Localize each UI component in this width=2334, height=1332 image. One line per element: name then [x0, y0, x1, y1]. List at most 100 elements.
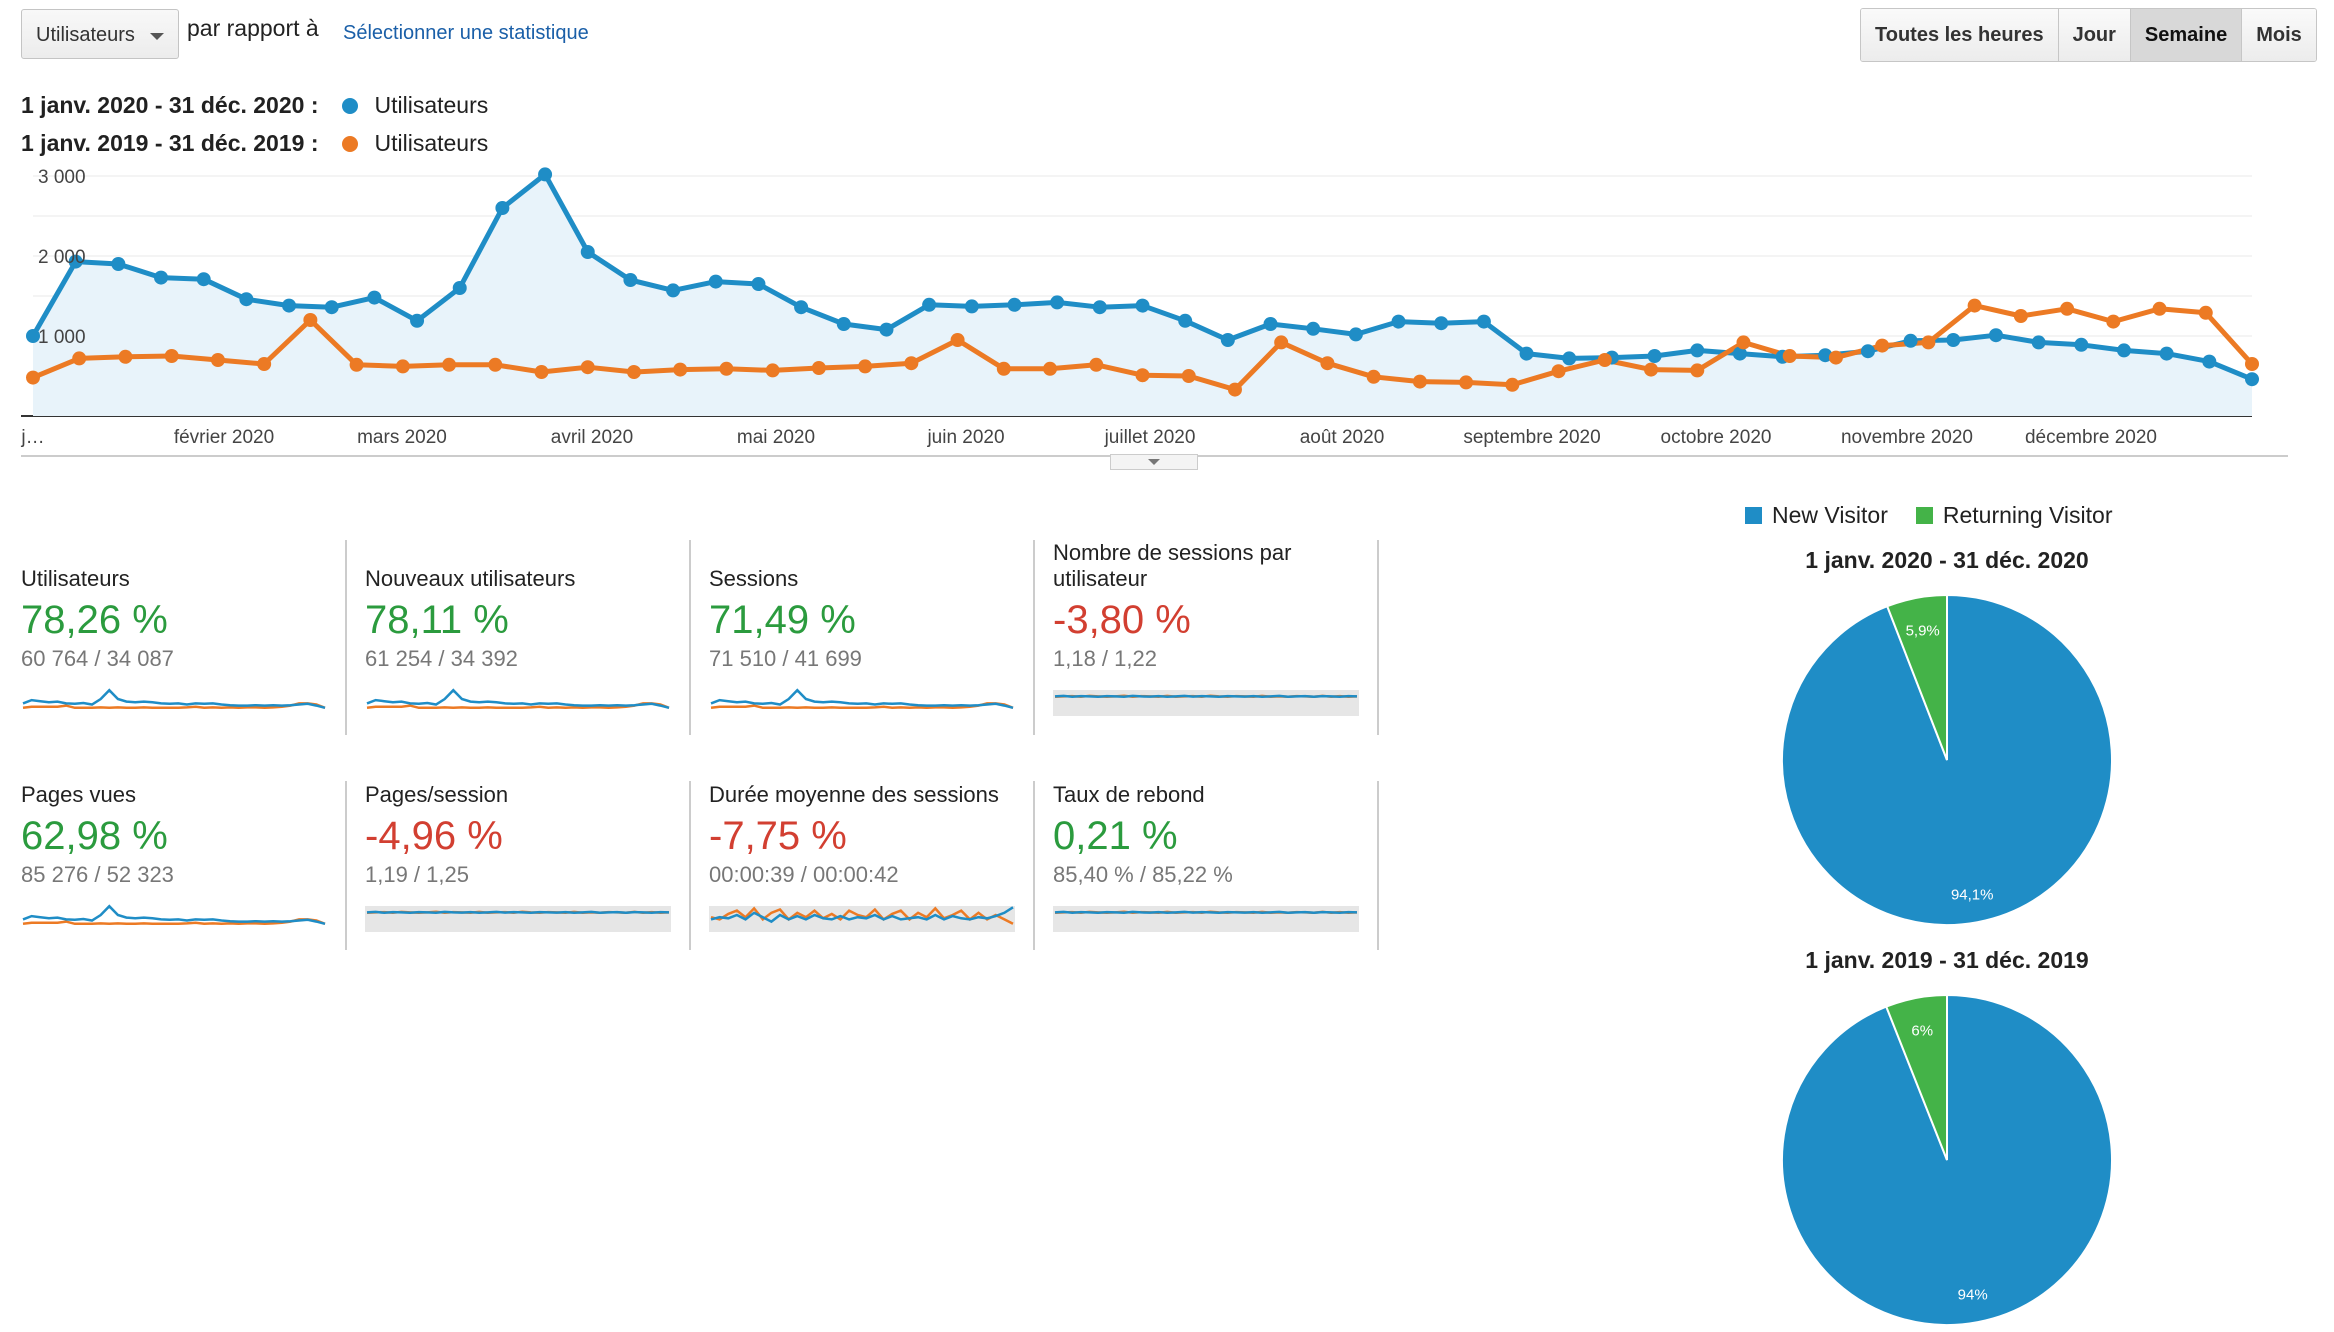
chart-expand-handle[interactable]	[1110, 454, 1198, 470]
metric-name: Nombre de sessions par utilisateur	[1053, 540, 1292, 591]
metric-tile[interactable]: Sessions 71,49 % 71 510 / 41 699	[709, 550, 1029, 720]
data-point-2020	[1647, 349, 1662, 363]
data-point-2019	[488, 357, 503, 372]
data-point-2020	[623, 273, 638, 287]
pie-chart-2020[interactable]: 94,1% 5,9%	[1777, 590, 2117, 930]
metric-select[interactable]: Utilisateurs	[21, 9, 179, 59]
data-point-2019	[1644, 362, 1659, 377]
data-point-2019	[626, 365, 641, 379]
pie-chart-2019[interactable]: 94% 6%	[1777, 990, 2117, 1330]
tile-divider	[1377, 540, 1379, 735]
sparkline-current	[22, 904, 326, 926]
data-point-2020	[1519, 346, 1534, 361]
legend-dot-blue	[342, 97, 359, 114]
metric-tile[interactable]: Utilisateurs 78,26 % 60 764 / 34 087	[21, 550, 341, 720]
x-tick-label: août 2020	[1300, 427, 1385, 448]
legend-swatch-new	[1745, 507, 1762, 524]
metric-name: Pages/session	[365, 782, 509, 807]
x-tick-label: mai 2020	[737, 427, 815, 448]
metric-tile[interactable]: Durée moyenne des sessions -7,75 % 00:00:3…	[709, 766, 1029, 936]
metric-values: 1,18 / 1,22	[1053, 646, 1157, 671]
x-tick-label: juin 2020	[926, 427, 1004, 448]
metric-percent-change: 62,98 %	[21, 814, 168, 858]
data-point-2020	[1007, 297, 1022, 312]
pie-slice-label: 5,9%	[1906, 622, 1940, 639]
period-hourly-button[interactable]: Toutes les heures	[1861, 9, 2059, 61]
metric-select-value: Utilisateurs	[36, 24, 135, 46]
metric-percent-change: -7,75 %	[709, 814, 847, 858]
sparkline-previous	[22, 918, 326, 926]
metric-tile[interactable]: Pages vues 62,98 % 85 276 / 52 323	[21, 766, 341, 936]
data-point-2020	[1135, 298, 1150, 313]
data-point-2019	[349, 357, 364, 372]
data-point-2019	[1459, 375, 1474, 390]
data-point-2020	[1220, 333, 1235, 347]
data-point-2019	[1921, 335, 1936, 350]
metric-name: Sessions	[709, 566, 799, 591]
sparkline-previous	[366, 702, 670, 710]
metric-name: Nouveaux utilisateurs	[365, 566, 576, 591]
data-point-2020	[26, 329, 40, 343]
data-point-2019	[1828, 350, 1843, 365]
sparkline-current	[366, 910, 670, 915]
data-point-2020	[196, 272, 211, 287]
data-point-2020	[964, 299, 979, 314]
data-point-2020	[239, 292, 254, 307]
sparkline-previous	[710, 702, 1014, 710]
data-point-2019	[1043, 361, 1058, 376]
pie-slice-returning-visitor	[1884, 993, 1948, 1161]
data-point-2019	[1181, 369, 1196, 383]
legend-range: 1 janv. 2019 - 31 déc. 2019 :	[21, 130, 319, 156]
select-statistic-link[interactable]: Sélectionner une statistique	[343, 22, 589, 44]
y-tick-label: 1 000	[38, 327, 86, 348]
pie-legend: New Visitor Returning Visitor	[1745, 502, 2113, 529]
sparkline-current	[366, 688, 670, 710]
metric-tile[interactable]: Nouveaux utilisateurs 78,11 % 61 254 / 34 …	[365, 550, 685, 720]
data-point-2019	[118, 349, 133, 364]
x-tick-label: décembre 2020	[2025, 427, 2157, 448]
pie-slice-returning-visitor	[1885, 593, 1948, 761]
metric-sparkline	[22, 904, 326, 926]
data-point-2019	[534, 365, 549, 379]
metric-name: Utilisateurs	[21, 566, 130, 591]
data-point-2020	[1946, 333, 1961, 347]
metric-tile[interactable]: Pages/session -4,96 % 1,19 / 1,25	[365, 766, 685, 936]
metric-tile[interactable]: Nombre de sessions par utilisateur -3,80 …	[1053, 540, 1373, 720]
metric-values: 85 276 / 52 323	[21, 862, 174, 887]
data-point-2020	[1050, 295, 1065, 310]
data-point-2020	[2074, 337, 2089, 352]
data-point-2019	[1875, 338, 1890, 353]
sparkline-current	[1054, 694, 1358, 699]
data-point-2020	[538, 167, 553, 182]
data-point-2020	[1690, 343, 1705, 358]
period-week-button[interactable]: Semaine	[2130, 9, 2243, 61]
x-tick-label: octobre 2020	[1661, 427, 1772, 448]
data-point-2019	[2106, 314, 2121, 329]
tile-divider	[689, 781, 691, 950]
compare-label: par rapport à	[187, 15, 319, 41]
data-point-2019	[996, 361, 1011, 376]
metric-values: 61 254 / 34 392	[365, 646, 518, 671]
sparkline-current	[710, 906, 1014, 924]
data-point-2020	[879, 322, 894, 337]
chevron-down-icon	[150, 33, 164, 40]
data-point-2019	[1089, 357, 1104, 372]
data-point-2020	[1434, 316, 1449, 331]
data-point-2020	[666, 283, 681, 298]
data-point-2019	[1274, 335, 1289, 350]
main-line-chart[interactable]: 3 000 2 000 1 000 j… février 2020 mars 2020 a…	[0, 160, 2334, 480]
pie-slice-label: 6%	[1911, 1022, 1933, 1039]
period-month-button[interactable]: Mois	[2242, 9, 2316, 61]
data-point-2019	[1505, 377, 1520, 392]
period-day-button[interactable]: Jour	[2058, 9, 2131, 61]
metric-percent-change: 0,21 %	[1053, 814, 1178, 858]
data-point-2020	[2031, 335, 2046, 350]
legend-swatch-returning	[1915, 507, 1933, 524]
data-point-2020	[1903, 333, 1918, 348]
x-tick-label: j…	[20, 427, 44, 448]
sparkline-previous	[22, 702, 326, 710]
data-point-2020	[1562, 351, 1577, 366]
legend-series-name: Utilisateurs	[374, 92, 489, 118]
data-point-2019	[1690, 363, 1705, 378]
metric-tile[interactable]: Taux de rebond 0,21 % 85,40 % / 85,22 %	[1053, 766, 1373, 936]
